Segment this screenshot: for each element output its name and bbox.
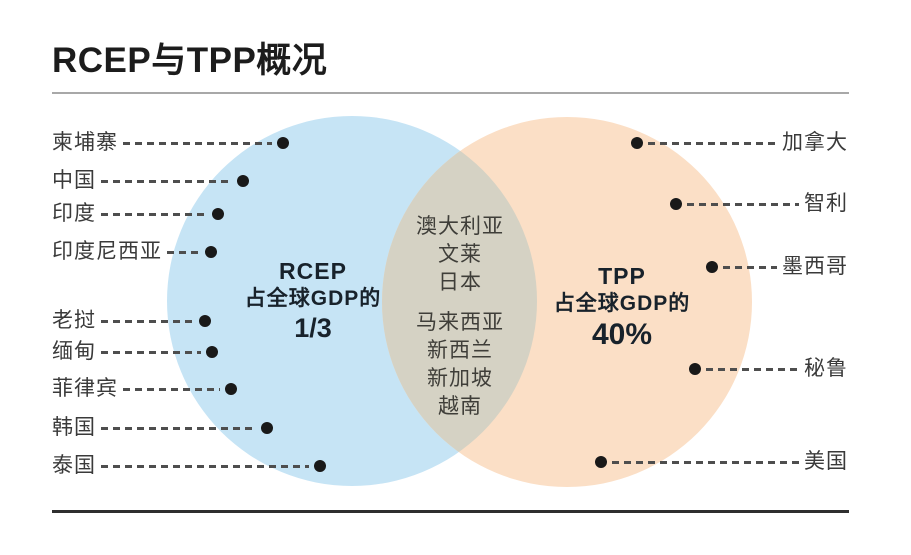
leader-line: [101, 464, 309, 468]
title-divider: [52, 92, 849, 94]
country-row: 印度尼西亚: [52, 239, 217, 265]
country-row: 菲律宾: [52, 376, 237, 402]
country-row: 印度: [52, 201, 224, 227]
country-row: 老挝: [52, 308, 211, 334]
leader-line: [723, 265, 777, 269]
country-row: 墨西哥: [706, 254, 848, 280]
tpp-gdp-label: TPP 占全球GDP的 40%: [522, 262, 722, 352]
marker-dot: [595, 456, 607, 468]
rcep-name: RCEP: [279, 258, 347, 284]
rcep-gdp-label: RCEP 占全球GDP的 1/3: [213, 257, 413, 343]
tpp-name: TPP: [598, 263, 646, 289]
leader-line: [101, 350, 201, 354]
marker-dot: [206, 346, 218, 358]
country-label: 智利: [804, 192, 848, 215]
leader-line: [101, 319, 194, 323]
marker-dot: [261, 422, 273, 434]
rcep-gdp-caption: 占全球GDP的: [244, 287, 382, 310]
leader-line: [101, 179, 232, 183]
country-label: 泰国: [52, 454, 96, 477]
leader-line: [706, 367, 799, 371]
bottom-divider: [52, 510, 849, 513]
country-row: 智利: [670, 191, 848, 217]
country-label: 柬埔寨: [52, 131, 118, 154]
tpp-gdp-value: 40%: [591, 318, 653, 351]
leader-line: [687, 202, 799, 206]
overlap-country-label: 日本: [438, 271, 482, 294]
country-label: 墨西哥: [782, 255, 848, 278]
country-row: 秘鲁: [689, 356, 848, 382]
leader-line: [101, 426, 256, 430]
country-label: 老挝: [52, 309, 96, 332]
overlap-members-group-1: 澳大利亚 文莱 日本: [390, 213, 530, 297]
marker-dot: [199, 315, 211, 327]
country-label: 印度尼西亚: [52, 240, 162, 263]
country-label: 加拿大: [782, 131, 848, 154]
tpp-gdp-caption: 占全球GDP的: [553, 292, 691, 315]
country-label: 菲律宾: [52, 377, 118, 400]
marker-dot: [225, 383, 237, 395]
overlap-members-group-2: 马来西亚新西兰新加坡越南: [390, 309, 530, 421]
leader-line: [612, 460, 799, 464]
country-label: 韩国: [52, 416, 96, 439]
page-title: RCEP与TPP概况: [52, 41, 328, 80]
country-row: 柬埔寨: [52, 130, 289, 156]
overlap-country-label: 文莱: [438, 243, 482, 266]
country-label: 秘鲁: [804, 357, 848, 380]
country-label: 美国: [804, 450, 848, 473]
country-row: 美国: [595, 449, 848, 475]
leader-line: [101, 212, 207, 216]
marker-dot: [314, 460, 326, 472]
leader-line: [167, 250, 200, 254]
country-row: 韩国: [52, 415, 273, 441]
overlap-country-label: 新加坡: [427, 367, 493, 390]
overlap-country-label: 新西兰: [427, 339, 493, 362]
country-row: 缅甸: [52, 339, 218, 365]
overlap-country-label: 澳大利亚: [416, 215, 504, 238]
overlap-country-label: 马来西亚: [416, 311, 504, 334]
marker-dot: [205, 246, 217, 258]
overlap-region: [382, 117, 537, 486]
country-label: 印度: [52, 202, 96, 225]
country-row: 中国: [52, 168, 249, 194]
country-label: 缅甸: [52, 340, 96, 363]
marker-dot: [670, 198, 682, 210]
marker-dot: [689, 363, 701, 375]
overlap-country-label: 越南: [438, 395, 482, 418]
marker-dot: [237, 175, 249, 187]
country-row: 加拿大: [631, 130, 848, 156]
rcep-gdp-value: 1/3: [294, 313, 332, 343]
country-label: 中国: [52, 169, 96, 192]
leader-line: [123, 141, 272, 145]
marker-dot: [631, 137, 643, 149]
country-row: 泰国: [52, 453, 326, 479]
leader-line: [648, 141, 777, 145]
marker-dot: [212, 208, 224, 220]
marker-dot: [706, 261, 718, 273]
marker-dot: [277, 137, 289, 149]
leader-line: [123, 387, 220, 391]
